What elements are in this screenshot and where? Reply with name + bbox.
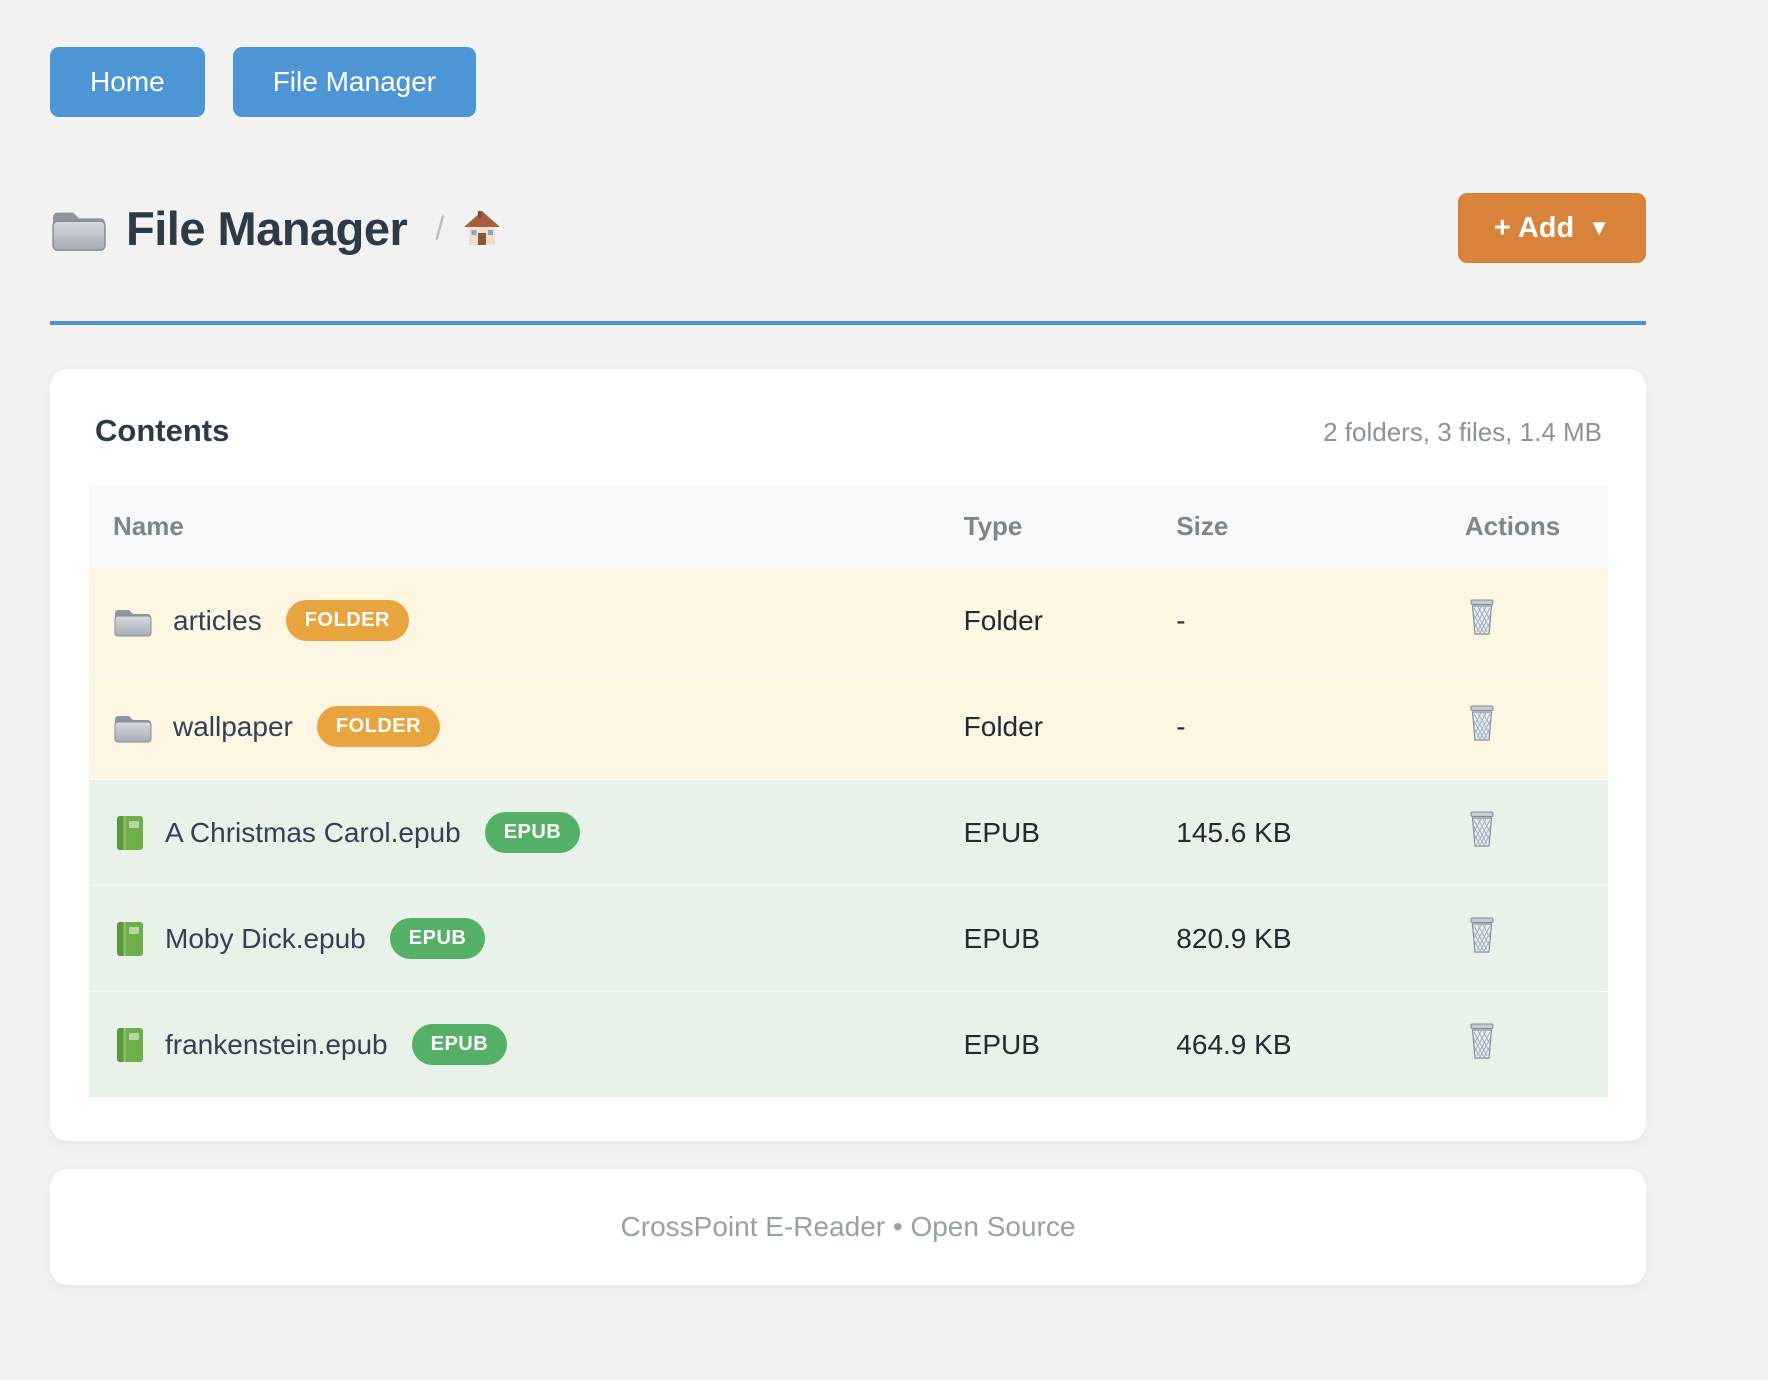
size-cell: 145.6 KB [1152,779,1441,886]
book-icon [113,1026,145,1064]
file-name-link[interactable]: A Christmas Carol.epub [165,816,461,848]
footer-card: CrossPoint E-Reader • Open Source [50,1169,1646,1285]
caret-down-icon: ▼ [1588,215,1610,240]
delete-button[interactable] [1465,810,1499,848]
nav-button-home[interactable]: Home [50,47,205,117]
trash-icon [1465,810,1499,848]
type-cell: EPUB [939,885,1153,992]
trash-icon [1465,1022,1499,1060]
contents-title: Contents [95,413,230,448]
size-cell: - [1152,673,1441,780]
type-badge: EPUB [389,918,486,959]
file-name-link[interactable]: articles [173,604,262,636]
header-divider [50,321,1646,325]
top-navigation: Home File Manager [50,0,1646,117]
contents-card: Contents 2 folders, 3 files, 1.4 MB Name… [50,369,1646,1141]
title-group: File Manager / [50,201,502,256]
table-header-row: Name Type Size Actions [89,485,1608,568]
type-cell: Folder [963,604,1044,636]
add-button-label: + Add [1493,211,1575,244]
type-cell: Folder [939,673,1153,780]
footer-text: CrossPoint E-Reader • Open Source [620,1211,1076,1242]
trash-icon [1465,598,1499,636]
delete-button[interactable] [1465,704,1499,742]
column-header-type: Type [963,511,1023,541]
nav-button-file-manager[interactable]: File Manager [232,47,477,117]
size-cell: 820.9 KB [1152,885,1441,992]
column-header-name: Name [113,511,184,541]
book-icon [113,920,145,958]
table-row: frankenstein.epub EPUB EPUB 464.9 KB [89,991,1608,1097]
page-title: File Manager [126,201,408,255]
type-badge: EPUB [411,1024,508,1065]
type-cell: EPUB [939,779,1153,886]
column-header-actions: Actions [1464,511,1561,541]
type-badge: FOLDER [285,600,409,641]
table-row: A Christmas Carol.epub EPUB EPUB 145.6 K… [89,779,1608,886]
trash-icon [1465,916,1499,954]
add-button[interactable]: + Add ▼ [1457,193,1646,263]
book-icon [113,814,145,852]
house-icon[interactable] [462,208,502,248]
page-header: File Manager / + Add ▼ [50,193,1646,263]
page-container: Home File Manager File Manager / + Add ▼… [50,0,1646,1285]
folder-icon [113,604,153,638]
type-badge: EPUB [484,812,581,853]
contents-card-header: Contents 2 folders, 3 files, 1.4 MB [89,413,1608,449]
size-cell: - [1176,604,1186,636]
type-badge: FOLDER [316,706,441,747]
table-row: wallpaper FOLDER Folder - [89,673,1608,780]
folder-icon [50,204,108,253]
breadcrumb-separator: / [435,209,445,246]
type-cell: EPUB [939,991,1153,1097]
file-name-link[interactable]: frankenstein.epub [165,1028,388,1060]
file-name-link[interactable]: Moby Dick.epub [165,922,366,954]
trash-icon [1465,704,1499,742]
folder-icon [113,710,153,744]
table-row: Moby Dick.epub EPUB EPUB 820.9 KB [89,885,1608,992]
delete-button[interactable] [1465,1022,1499,1060]
delete-button[interactable] [1465,916,1499,954]
file-table: Name Type Size Actions articles FOLDER F… [89,485,1608,1097]
contents-summary: 2 folders, 3 files, 1.4 MB [1323,417,1602,447]
column-header-size: Size [1176,511,1229,541]
delete-button[interactable] [1465,598,1499,636]
size-cell: 464.9 KB [1152,991,1441,1097]
table-row: articles FOLDER Folder - [89,568,1608,674]
file-name-link[interactable]: wallpaper [173,710,293,742]
